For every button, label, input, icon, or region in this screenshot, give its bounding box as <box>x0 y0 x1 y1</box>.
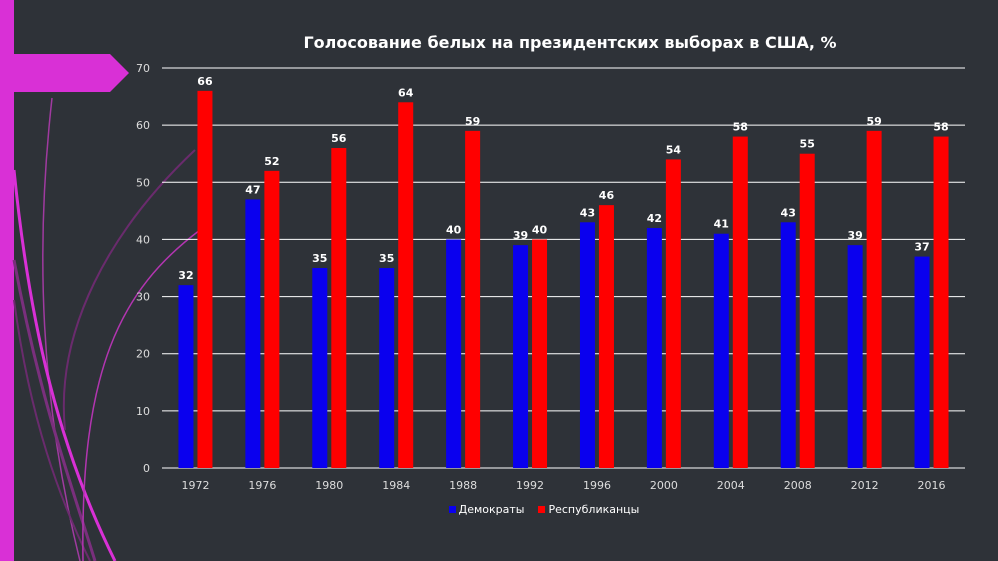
bar-republicans <box>799 153 815 468</box>
data-label: 35 <box>379 252 394 265</box>
x-tick-label: 2012 <box>851 479 879 492</box>
data-label: 40 <box>532 223 548 236</box>
x-tick-label: 2004 <box>717 479 745 492</box>
bar-republicans <box>866 130 882 468</box>
data-label: 55 <box>800 138 815 151</box>
data-label: 39 <box>513 229 528 242</box>
title-arrow-tab <box>14 54 129 92</box>
x-tick-label: 1984 <box>382 479 410 492</box>
bar-democrats <box>446 239 462 468</box>
legend-label-republicans: Республиканцы <box>548 503 640 516</box>
data-label: 59 <box>866 115 881 128</box>
data-label: 52 <box>264 155 279 168</box>
data-label: 32 <box>178 269 193 282</box>
y-tick-label: 30 <box>136 291 150 304</box>
legend-item-democrats: Демократы <box>448 503 525 516</box>
data-label: 59 <box>465 115 480 128</box>
bar-democrats <box>713 233 729 468</box>
legend-swatch-republicans <box>538 506 546 513</box>
data-label: 41 <box>714 218 729 231</box>
data-label: 43 <box>781 206 796 219</box>
bar-republicans <box>933 136 949 469</box>
data-label: 37 <box>914 241 929 254</box>
legend-label-democrats: Демократы <box>458 503 525 516</box>
x-tick-label: 2008 <box>784 479 812 492</box>
bar-republicans <box>398 102 414 469</box>
y-tick-label: 20 <box>136 348 150 361</box>
y-tick-label: 70 <box>136 62 150 75</box>
bar-democrats <box>513 245 529 468</box>
x-tick-label: 1988 <box>449 479 477 492</box>
bar-republicans <box>264 170 280 468</box>
legend-item-republicans: Республиканцы <box>538 503 639 516</box>
y-tick-label: 10 <box>136 405 150 418</box>
data-label: 64 <box>398 86 414 99</box>
bar-democrats <box>579 222 595 468</box>
bar-democrats <box>379 268 395 468</box>
data-label: 66 <box>197 75 213 88</box>
y-tick-label: 50 <box>136 176 150 189</box>
bar-democrats <box>178 285 194 468</box>
chart-title: Голосование белых на президентских выбор… <box>303 33 837 52</box>
data-label: 58 <box>933 121 948 134</box>
x-tick-label: 2016 <box>918 479 946 492</box>
data-label: 43 <box>580 206 595 219</box>
bar-republicans <box>331 148 347 468</box>
accent-sidebar-bar <box>0 0 14 561</box>
bar-democrats <box>780 222 796 468</box>
bar-republicans <box>598 205 614 468</box>
data-label: 56 <box>331 132 347 145</box>
data-label: 58 <box>733 121 748 134</box>
bar-republicans <box>732 136 748 469</box>
x-tick-label: 1972 <box>181 479 209 492</box>
bar-democrats <box>914 256 930 468</box>
data-label: 35 <box>312 252 327 265</box>
data-label: 40 <box>446 223 462 236</box>
x-tick-label: 1996 <box>583 479 611 492</box>
data-label: 42 <box>647 212 662 225</box>
decorative-curves <box>12 97 201 561</box>
x-tick-label: 1980 <box>315 479 343 492</box>
bar-democrats <box>245 199 261 468</box>
x-tick-label: 1992 <box>516 479 544 492</box>
bar-republicans <box>665 159 681 468</box>
x-tick-label: 2000 <box>650 479 678 492</box>
y-tick-label: 40 <box>136 233 150 246</box>
data-label: 54 <box>666 143 682 156</box>
bar-republicans <box>532 239 548 468</box>
bar-republicans <box>465 130 481 468</box>
bar-democrats <box>847 245 863 468</box>
y-tick-label: 60 <box>136 119 150 132</box>
bar-republicans <box>197 90 213 468</box>
data-label: 46 <box>599 189 615 202</box>
x-tick-label: 1976 <box>248 479 276 492</box>
data-label: 39 <box>847 229 862 242</box>
bar-democrats <box>646 228 662 468</box>
data-label: 47 <box>245 183 260 196</box>
legend-swatch-democrats <box>448 506 456 513</box>
bar-democrats <box>312 268 328 468</box>
y-tick-label: 0 <box>143 462 150 475</box>
chart-legend: Демократы Республиканцы <box>0 503 998 516</box>
